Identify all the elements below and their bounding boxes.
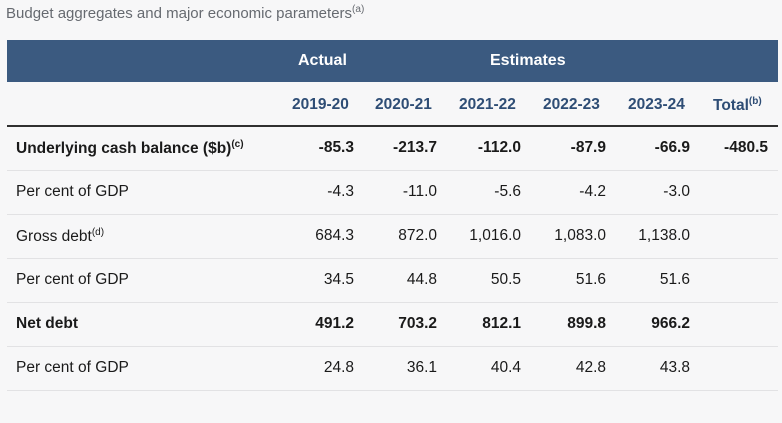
total-header-label: Total [713,97,749,115]
row-label-text: Per cent of GDP [16,183,129,200]
table-cell: -11.0 [402,183,437,200]
table-cell: 40.4 [490,359,521,376]
table-cell: 491.2 [315,315,354,332]
actual-header: Actual [298,52,347,69]
row-label-text: Per cent of GDP [16,271,129,288]
row-label-text: Net debt [16,315,78,332]
row-label-text: Underlying cash balance ($b) [16,140,232,158]
table-cell: 34.5 [323,271,354,288]
row-label: Per cent of GDP [16,183,129,201]
year-header-row: 2019-20 2020-21 2021-22 2022-23 2023-24 … [7,82,778,127]
table-cell: 872.0 [398,227,437,244]
row-footnote-marker: (c) [231,139,244,150]
table-caption: Budget aggregates and major economic par… [6,4,364,22]
table-cell: -4.2 [579,183,606,200]
table-cell: -3.0 [663,183,690,200]
year-header: 2022-23 [543,96,600,113]
table-cell: -112.0 [477,139,521,156]
year-header: 2021-22 [459,96,516,113]
table-cell: 36.1 [406,359,437,376]
budget-table: Actual Estimates 2019-20 2020-21 2021-22… [7,40,778,391]
table-cell: -66.9 [654,139,690,156]
table-cell: 42.8 [575,359,606,376]
table-cell: 43.8 [659,359,690,376]
table-cell: 50.5 [490,271,521,288]
table-cell: 51.6 [575,271,606,288]
table-row: Underlying cash balance ($b)(c) -85.3 -213… [7,127,778,171]
total-footnote-marker: (b) [748,96,762,107]
table-cell: 812.1 [482,315,521,332]
table-row: Net debt 491.2 703.2 812.1 899.8 966.2 [7,303,778,347]
table-cell: -85.3 [318,139,354,156]
table-cell: 684.3 [315,227,354,244]
row-label: Gross debt(d) [16,227,104,246]
year-header: 2023-24 [628,96,685,113]
row-label: Per cent of GDP [16,359,129,377]
table-cell: 1,138.0 [638,227,690,244]
year-header: 2019-20 [292,96,349,113]
table-cell: 24.8 [323,359,354,376]
table-row: Per cent of GDP 34.5 44.8 50.5 51.6 51.6 [7,259,778,303]
table-cell: 899.8 [567,315,606,332]
table-row: Gross debt(d) 684.3 872.0 1,016.0 1,083.0 1,1… [7,215,778,259]
row-label-text: Gross debt [16,228,92,246]
caption-footnote-marker: (a) [352,4,365,15]
row-label: Net debt [16,315,78,333]
table-cell: 703.2 [398,315,437,332]
caption-text: Budget aggregates and major economic par… [6,5,353,22]
table-cell: 1,016.0 [469,227,521,244]
total-cell: -480.5 [724,139,768,156]
table-cell: 51.6 [659,271,690,288]
estimates-header: Estimates [490,52,566,69]
table-cell: 44.8 [406,271,437,288]
year-header: 2020-21 [375,96,432,113]
table-cell: -213.7 [393,139,437,156]
table-cell: 966.2 [651,315,690,332]
row-label: Per cent of GDP [16,271,129,289]
table-header-band: Actual Estimates [7,40,778,82]
table-cell: -5.6 [494,183,521,200]
total-header: Total(b) [713,96,762,115]
table-body: Underlying cash balance ($b)(c) -85.3 -213… [7,127,778,391]
table-cell: -4.3 [327,183,354,200]
table-row: Per cent of GDP 24.8 36.1 40.4 42.8 43.8 [7,347,778,391]
table-cell: 1,083.0 [554,227,606,244]
row-label-text: Per cent of GDP [16,359,129,376]
table-cell: -87.9 [570,139,606,156]
row-label: Underlying cash balance ($b)(c) [16,139,244,158]
table-row: Per cent of GDP -4.3 -11.0 -5.6 -4.2 -3.0 [7,171,778,215]
row-footnote-marker: (d) [91,227,105,238]
